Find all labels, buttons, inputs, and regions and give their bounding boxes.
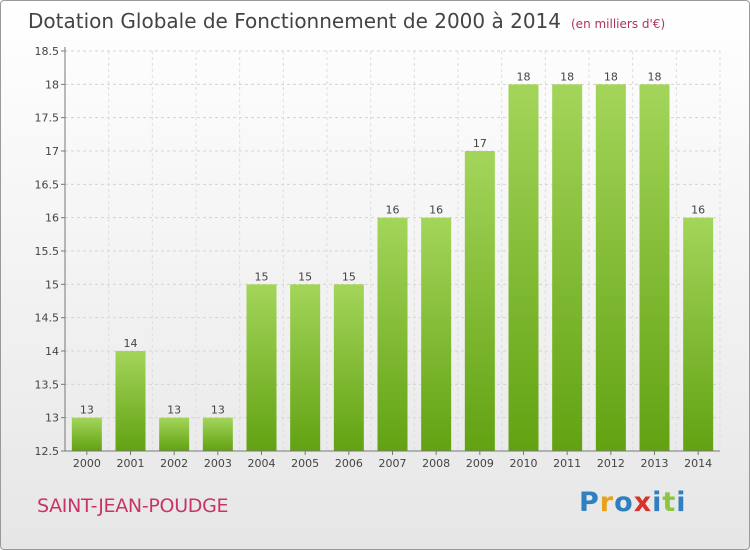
commune-name: SAINT-JEAN-POUDGE bbox=[37, 495, 229, 517]
bar-value-label: 16 bbox=[429, 204, 443, 217]
bar bbox=[115, 351, 146, 451]
y-tick-label: 17 bbox=[45, 145, 59, 158]
y-tick-label: 13.5 bbox=[35, 378, 60, 391]
bar-value-label: 17 bbox=[473, 137, 487, 150]
x-tick-label: 2006 bbox=[335, 457, 363, 470]
x-tick-label: 2003 bbox=[204, 457, 232, 470]
bar bbox=[683, 217, 714, 451]
y-tick-label: 18.5 bbox=[35, 45, 60, 58]
bar-value-label: 18 bbox=[604, 70, 618, 83]
y-tick-label: 18 bbox=[45, 78, 59, 91]
bars: 13 14 13 13 15 15 15 16 16 17 18 18 18 18 16 bbox=[71, 70, 714, 451]
x-tick-label: 2007 bbox=[379, 457, 407, 470]
x-tick-label: 2010 bbox=[510, 457, 538, 470]
bar bbox=[71, 417, 102, 451]
bar-value-label: 14 bbox=[124, 337, 138, 350]
y-tick-label: 15 bbox=[45, 278, 59, 291]
bar-value-label: 18 bbox=[560, 70, 574, 83]
chart-title-text: Dotation Globale de Fonctionnement de 20… bbox=[28, 9, 561, 33]
y-tick-label: 17.5 bbox=[35, 112, 60, 125]
bar bbox=[552, 84, 583, 451]
chart-title: Dotation Globale de Fonctionnement de 20… bbox=[28, 9, 665, 33]
y-tick-label: 16 bbox=[45, 212, 59, 225]
bar bbox=[508, 84, 539, 451]
x-tick-label: 2012 bbox=[597, 457, 625, 470]
bar-value-label: 16 bbox=[691, 204, 705, 217]
x-tick-label: 2011 bbox=[553, 457, 581, 470]
bar bbox=[159, 417, 190, 451]
x-tick-label: 2014 bbox=[684, 457, 712, 470]
x-tick-label: 2009 bbox=[466, 457, 494, 470]
bar-value-label: 15 bbox=[298, 270, 312, 283]
bar bbox=[595, 84, 626, 451]
bar-value-label: 13 bbox=[167, 404, 181, 417]
bar-value-label: 18 bbox=[517, 70, 531, 83]
bar bbox=[464, 151, 495, 451]
bar-value-label: 15 bbox=[342, 270, 356, 283]
y-tick-label: 15.5 bbox=[35, 245, 60, 258]
x-tick-label: 2001 bbox=[117, 457, 145, 470]
x-tick-label: 2000 bbox=[73, 457, 101, 470]
bar bbox=[290, 284, 321, 451]
bar-value-label: 18 bbox=[648, 70, 662, 83]
x-tick-label: 2013 bbox=[641, 457, 669, 470]
bar bbox=[377, 217, 408, 451]
bar bbox=[246, 284, 277, 451]
bar bbox=[202, 417, 233, 451]
y-tick-label: 14 bbox=[45, 345, 59, 358]
proxiti-logo: Proxiti bbox=[579, 487, 687, 518]
bar bbox=[421, 217, 452, 451]
chart-subtitle: (en milliers d'€) bbox=[571, 17, 666, 31]
x-tick-label: 2004 bbox=[248, 457, 276, 470]
bar-value-label: 13 bbox=[211, 404, 225, 417]
y-tick-label: 16.5 bbox=[35, 178, 60, 191]
y-tick-label: 14.5 bbox=[35, 312, 60, 325]
x-tick-label: 2005 bbox=[291, 457, 319, 470]
y-tick-label: 12.5 bbox=[35, 445, 60, 458]
bar-value-label: 15 bbox=[255, 270, 269, 283]
bar bbox=[333, 284, 364, 451]
axes: 12.5 13 13.5 14 14.5 15 15.5 16 16.5 17 17.5 18 18.5… bbox=[35, 45, 720, 470]
x-tick-label: 2008 bbox=[422, 457, 450, 470]
bar bbox=[639, 84, 670, 451]
y-tick-label: 13 bbox=[45, 412, 59, 425]
x-tick-label: 2002 bbox=[160, 457, 188, 470]
bar-value-label: 13 bbox=[80, 404, 94, 417]
bar-value-label: 16 bbox=[386, 204, 400, 217]
